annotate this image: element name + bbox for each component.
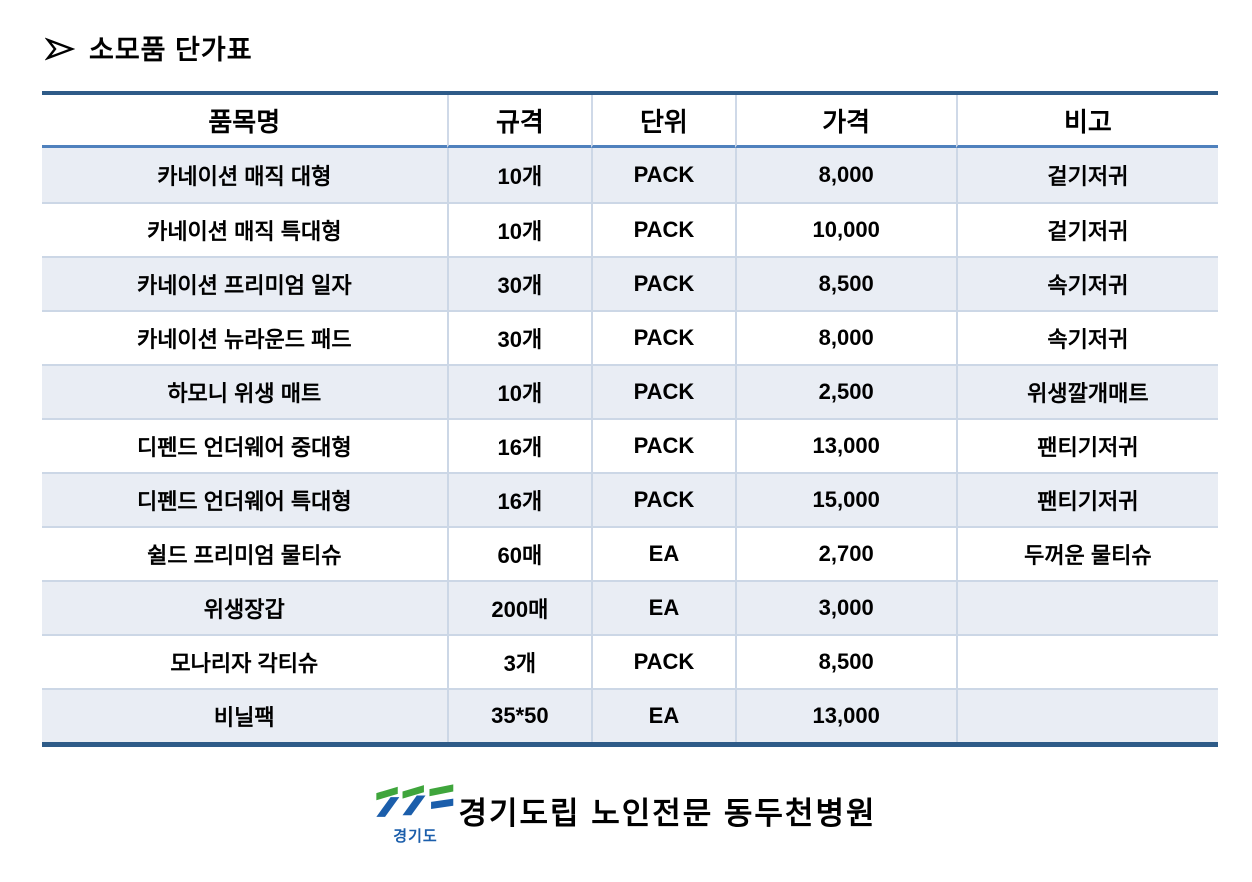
cell-unit: EA (591, 580, 735, 634)
cell-price: 2,700 (734, 526, 956, 580)
table-header: 품목명 규격 단위 가격 비고 (42, 95, 1218, 148)
cell-price: 3,000 (734, 580, 956, 634)
table-row: 쉴드 프리미엄 물티슈 60매 EA 2,700 두꺼운 물티슈 (42, 526, 1218, 580)
cell-unit: PACK (591, 256, 735, 310)
cell-unit: PACK (591, 148, 735, 202)
table-row: 카네이션 매직 특대형 10개 PACK 10,000 겉기저귀 (42, 202, 1218, 256)
cell-price: 8,500 (734, 634, 956, 688)
cell-item: 카네이션 프리미엄 일자 (42, 256, 447, 310)
cell-spec: 3개 (446, 634, 592, 688)
cell-spec: 30개 (446, 256, 592, 310)
cell-item: 쉴드 프리미엄 물티슈 (42, 526, 447, 580)
cell-spec: 16개 (446, 472, 592, 526)
cell-note: 겉기저귀 (955, 202, 1218, 256)
cell-price: 8,000 (734, 148, 956, 202)
cell-spec: 10개 (446, 202, 592, 256)
cell-price: 2,500 (734, 364, 956, 418)
cell-note: 팬티기저귀 (955, 472, 1218, 526)
cell-spec: 35*50 (446, 688, 592, 742)
cell-price: 13,000 (734, 688, 956, 742)
cell-price: 13,000 (734, 418, 956, 472)
cell-unit: EA (591, 526, 735, 580)
cell-unit: PACK (591, 310, 735, 364)
arrow-bullet-icon (45, 36, 75, 62)
table-row: 모나리자 각티슈 3개 PACK 8,500 (42, 634, 1218, 688)
cell-price: 10,000 (734, 202, 956, 256)
cell-item: 비닐팩 (42, 688, 447, 742)
cell-note: 팬티기저귀 (955, 418, 1218, 472)
cell-item: 위생장갑 (42, 580, 447, 634)
col-header-item: 품목명 (42, 95, 447, 148)
cell-item: 디펜드 언더웨어 특대형 (42, 472, 447, 526)
cell-item: 카네이션 매직 특대형 (42, 202, 447, 256)
table-body: 카네이션 매직 대형 10개 PACK 8,000 겉기저귀 카네이션 매직 특대형 10개… (42, 148, 1218, 742)
col-header-note: 비고 (955, 95, 1218, 148)
header-row: 품목명 규격 단위 가격 비고 (42, 95, 1218, 148)
logo-caption: 경기도 (393, 828, 438, 845)
table-row: 디펜드 언더웨어 중대형 16개 PACK 13,000 팬티기저귀 (42, 418, 1218, 472)
footer: 경기도 경기도립 노인전문 동두천병원 (0, 778, 1252, 846)
cell-item: 카네이션 뉴라운드 패드 (42, 310, 447, 364)
cell-item: 카네이션 매직 대형 (42, 148, 447, 202)
cell-unit: PACK (591, 364, 735, 418)
table-row: 비닐팩 35*50 EA 13,000 (42, 688, 1218, 742)
cell-note: 속기저귀 (955, 256, 1218, 310)
page-title-text: 소모품 단가표 (89, 35, 253, 65)
cell-spec: 16개 (446, 418, 592, 472)
cell-item: 모나리자 각티슈 (42, 634, 447, 688)
cell-price: 8,000 (734, 310, 956, 364)
cell-unit: PACK (591, 202, 735, 256)
cell-note: 위생깔개매트 (955, 364, 1218, 418)
cell-note: 겉기저귀 (955, 148, 1218, 202)
consumables-price-table: 품목명 규격 단위 가격 비고 카네이션 매직 대형 10개 PACK 8,000 겉기… (42, 91, 1218, 747)
table-row: 위생장갑 200매 EA 3,000 (42, 580, 1218, 634)
cell-note (955, 580, 1218, 634)
cell-spec: 10개 (446, 148, 592, 202)
page-title: 소모품 단가표 (45, 28, 253, 67)
gyeonggi-logo: 경기도 (375, 782, 456, 846)
cell-price: 15,000 (734, 472, 956, 526)
table-row: 카네이션 매직 대형 10개 PACK 8,000 겉기저귀 (42, 148, 1218, 202)
cell-spec: 10개 (446, 364, 592, 418)
cell-note: 두꺼운 물티슈 (955, 526, 1218, 580)
table-row: 카네이션 뉴라운드 패드 30개 PACK 8,000 속기저귀 (42, 310, 1218, 364)
table-row: 카네이션 프리미엄 일자 30개 PACK 8,500 속기저귀 (42, 256, 1218, 310)
hospital-name: 경기도립 노인전문 동두천병원 (458, 796, 877, 831)
col-header-unit: 단위 (591, 95, 735, 148)
cell-unit: PACK (591, 634, 735, 688)
table-row: 하모니 위생 매트 10개 PACK 2,500 위생깔개매트 (42, 364, 1218, 418)
col-header-spec: 규격 (446, 95, 592, 148)
cell-item: 디펜드 언더웨어 중대형 (42, 418, 447, 472)
col-header-price: 가격 (734, 95, 956, 148)
cell-note (955, 634, 1218, 688)
cell-spec: 60매 (446, 526, 592, 580)
cell-price: 8,500 (734, 256, 956, 310)
cell-note (955, 688, 1218, 742)
cell-spec: 200매 (446, 580, 592, 634)
cell-unit: PACK (591, 472, 735, 526)
cell-unit: EA (591, 688, 735, 742)
cell-item: 하모니 위생 매트 (42, 364, 447, 418)
cell-unit: PACK (591, 418, 735, 472)
cell-note: 속기저귀 (955, 310, 1218, 364)
gyeonggi-logo-icon (375, 784, 453, 817)
table-row: 디펜드 언더웨어 특대형 16개 PACK 15,000 팬티기저귀 (42, 472, 1218, 526)
cell-spec: 30개 (446, 310, 592, 364)
